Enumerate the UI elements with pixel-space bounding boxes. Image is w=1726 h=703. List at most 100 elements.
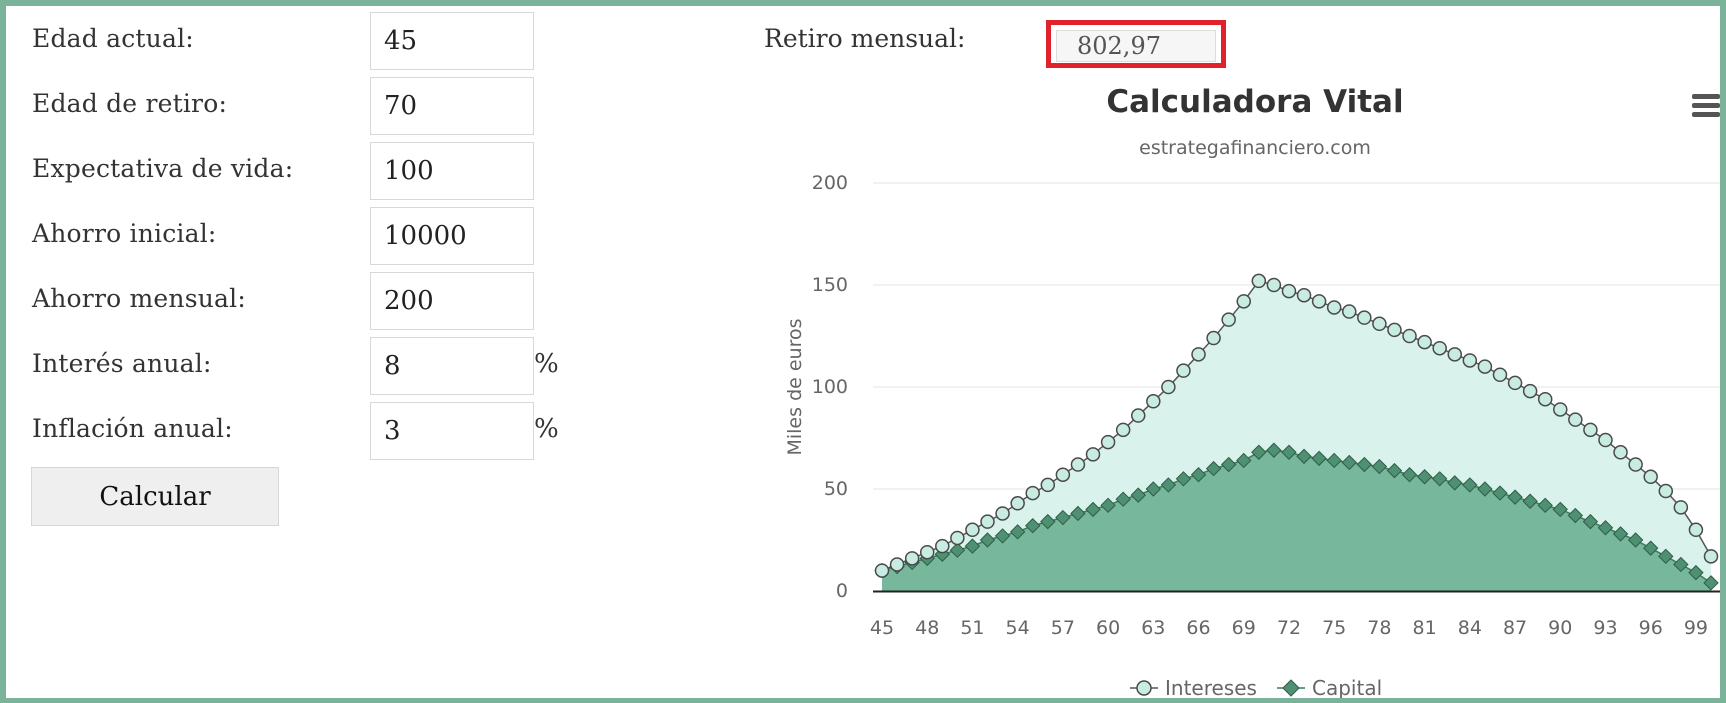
x-tick-label: 63	[1141, 617, 1165, 639]
capital-point	[1251, 444, 1267, 460]
intereses-point	[1191, 347, 1206, 362]
capital-point	[1537, 497, 1553, 514]
capital-point	[1115, 491, 1131, 507]
x-tick-label: 69	[1232, 617, 1256, 639]
intereses-point	[1357, 310, 1372, 325]
capital-point	[1220, 456, 1237, 473]
intereses-point	[1221, 312, 1236, 327]
x-tick-label: 48	[915, 617, 939, 639]
y-tick-label: 50	[824, 478, 848, 500]
expectativa-vida-input[interactable]	[370, 142, 534, 200]
ahorro-mensual-input[interactable]	[370, 272, 534, 330]
intereses-point	[1613, 445, 1628, 460]
capital-point	[1070, 505, 1086, 522]
intereses-point	[1417, 334, 1432, 350]
intereses-point	[1296, 287, 1312, 303]
x-tick-label: 93	[1593, 617, 1617, 639]
intereses-point	[1130, 408, 1146, 423]
ahorro-inicial-input[interactable]	[370, 207, 534, 265]
capital-point	[1145, 481, 1162, 497]
retiro-mensual-output[interactable]	[1056, 30, 1216, 62]
y-tick-label: 0	[836, 580, 848, 602]
capital-point	[1673, 556, 1689, 573]
result-highlight	[1046, 20, 1226, 68]
legend-intereses-marker	[1136, 680, 1152, 696]
intereses-point	[995, 506, 1010, 521]
capital-point	[949, 542, 966, 558]
calcular-button[interactable]: Calcular	[31, 467, 279, 526]
capital-point	[1431, 471, 1448, 487]
capital-point	[1175, 471, 1192, 487]
edad-actual-input[interactable]	[370, 12, 534, 70]
intereses-point	[1236, 294, 1251, 309]
intereses-point	[1281, 283, 1297, 299]
retiro-mensual-label: Retiro mensual:	[764, 24, 966, 53]
x-tick-label: 75	[1322, 617, 1346, 639]
intereses-point	[1372, 316, 1387, 332]
intereses-point	[980, 514, 995, 529]
capital-point	[1416, 469, 1433, 485]
label-inflacion-anual: Inflación anual:	[32, 414, 233, 443]
capital-point	[1597, 520, 1614, 536]
x-tick-label: 99	[1684, 617, 1708, 639]
intereses-point	[1432, 340, 1447, 356]
intereses-point	[1673, 500, 1689, 515]
intereses-point	[1583, 422, 1598, 438]
capital-point	[1205, 460, 1222, 477]
capital-point	[1025, 518, 1041, 534]
capital-point	[1341, 454, 1357, 471]
intereses-point	[1055, 467, 1071, 482]
interes-anual-input[interactable]	[370, 337, 534, 395]
percent-sign: %	[534, 414, 559, 444]
capital-point	[1567, 507, 1584, 524]
intereses-point	[1462, 353, 1478, 368]
intereses-point	[1311, 294, 1327, 309]
intereses-point	[904, 551, 920, 566]
inflacion-anual-input[interactable]	[370, 402, 534, 460]
capital-point	[1100, 497, 1116, 514]
capital-point	[1190, 467, 1207, 483]
intereses-point	[1206, 330, 1221, 346]
intereses-point	[1100, 434, 1116, 450]
label-edad-actual: Edad actual:	[32, 24, 194, 53]
capital-point	[1477, 481, 1493, 497]
intereses-point	[1477, 359, 1493, 374]
label-expectativa-vida: Expectativa de vida:	[32, 154, 294, 183]
capital-point	[1582, 513, 1599, 530]
capital-point	[1085, 501, 1101, 518]
intereses-point	[874, 563, 890, 578]
x-tick-label: 57	[1051, 617, 1075, 639]
intereses-point	[935, 538, 950, 554]
legend-intereses-label: Intereses	[1165, 676, 1257, 700]
chart-title: Calculadora Vital	[1106, 84, 1404, 120]
capital-point	[1703, 575, 1719, 591]
hamburger-menu-icon[interactable]	[1692, 94, 1720, 124]
capital-point	[1311, 450, 1327, 467]
y-axis-title: Miles de euros	[784, 318, 806, 455]
edad-retiro-input[interactable]	[370, 77, 534, 135]
capital-point	[1462, 477, 1478, 493]
intereses-point	[1040, 477, 1056, 493]
intereses-point	[1326, 300, 1342, 315]
intereses-point	[1568, 412, 1583, 427]
capital-point	[1658, 548, 1674, 565]
intereses-point	[1658, 483, 1674, 499]
intereses-point	[1703, 549, 1719, 564]
intereses-point	[1688, 522, 1704, 538]
intereses-point	[1628, 457, 1643, 472]
capital-point	[1236, 452, 1252, 469]
intereses-point	[1085, 447, 1101, 462]
intereses-point	[1010, 496, 1025, 511]
intereses-point	[1522, 383, 1538, 399]
y-tick-label: 200	[812, 172, 848, 194]
capital-point	[1055, 509, 1071, 526]
capital-point	[1371, 458, 1388, 475]
label-ahorro-inicial: Ahorro inicial:	[32, 219, 217, 248]
intereses-point	[1598, 432, 1613, 448]
capital-point	[1281, 444, 1297, 460]
x-tick-label: 78	[1367, 617, 1391, 639]
intereses-point	[1553, 402, 1568, 417]
y-tick-label: 150	[812, 274, 848, 296]
intereses-point	[1115, 422, 1131, 438]
